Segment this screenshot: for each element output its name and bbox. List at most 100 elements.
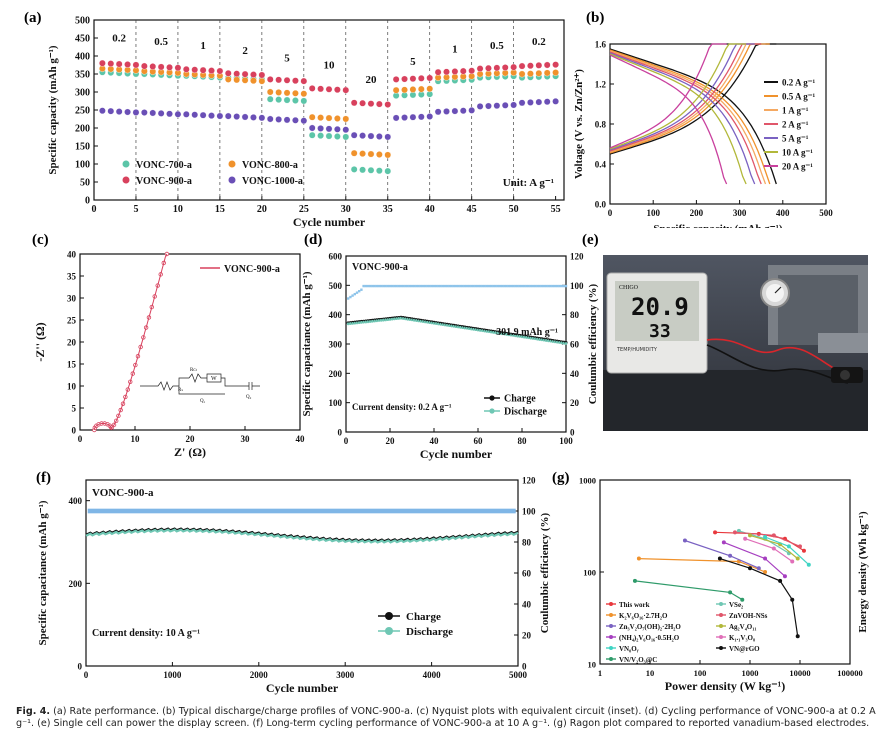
data-point-VONC-900-a: [224, 69, 232, 77]
data-point-VONC-800-a: [333, 115, 341, 122]
legend-label: 10 A g⁻¹: [782, 148, 813, 158]
efficiency-point: [538, 284, 541, 288]
single-cell-photo: CHIGO 20.9 33 TEMP/HUMIDITY: [603, 255, 868, 431]
y-tick-label: 10: [588, 660, 597, 670]
ragone-curve: [719, 558, 799, 637]
data-point-VONC-1000-a: [199, 111, 207, 119]
data-point-VONC-1000-a: [426, 113, 434, 120]
panel-g: (g) 1 10 100 1000 10000 100000 10 100 1000 Power …: [548, 466, 878, 702]
efficiency-point: [377, 284, 381, 288]
efficiency-point: [432, 284, 436, 288]
legend-label: ZnVOH-NSs: [729, 612, 768, 620]
y-tick-label: 80: [570, 310, 580, 320]
data-point-VONC-900-a: [375, 100, 383, 108]
efficiency-point: [351, 294, 354, 297]
data-point-VONC-1000-a: [342, 126, 350, 134]
data-point-VONC-900-a: [199, 66, 207, 74]
data-point-VONC-900-a: [476, 65, 484, 72]
y-tick-label: 30: [67, 294, 77, 304]
data-point-VONC-800-a: [552, 69, 560, 76]
data-point-VONC-1000-a: [527, 99, 534, 106]
efficiency-point: [404, 284, 407, 288]
efficiency-point: [395, 284, 398, 288]
efficiency-point: [397, 284, 400, 288]
data-point-VONC-800-a: [426, 85, 434, 93]
x-tick-label: 0: [78, 434, 83, 444]
y-tick-label: 0: [85, 196, 90, 207]
efficiency-point: [465, 284, 469, 288]
caption-text: (a) Rate performance. (b) Typical discha…: [16, 706, 876, 729]
data-point-VONC-800-a: [241, 76, 249, 84]
efficiency-point: [362, 284, 365, 288]
charge-curve: [609, 43, 766, 153]
rate-label: 1: [200, 40, 206, 52]
data-point-VONC-900-a: [409, 75, 417, 83]
efficiency-point: [547, 284, 550, 288]
y-tick-label: 60: [570, 340, 580, 350]
y-tick-label: 250: [75, 106, 90, 117]
charge-curve: [609, 43, 770, 154]
data-point-VONC-900-a: [401, 75, 408, 83]
y-tick-label: 100: [522, 507, 536, 517]
data-point-VONC-900-a: [308, 85, 316, 92]
data-point-VONC-1000-a: [476, 103, 484, 110]
y-tick-label: 100: [75, 160, 90, 171]
x-tick-label: 100: [646, 208, 660, 218]
axis-label: Coulumbic efficiency (%): [539, 512, 551, 633]
data-point-VONC-700-a: [308, 131, 316, 139]
legend-marker: [122, 160, 130, 168]
data-point-VONC-900-a: [266, 76, 274, 83]
charge-curve: [609, 43, 747, 150]
photo-label: TEMP/HUMIDITY: [616, 347, 658, 353]
data-point-VONC-800-a: [535, 69, 543, 77]
efficiency-point: [448, 284, 451, 288]
efficiency-point: [549, 284, 552, 288]
data-point-VONC-1000-a: [468, 106, 476, 114]
data-point-VONC-900-a: [543, 61, 551, 69]
legend-marker: [609, 657, 613, 661]
data-point-VONC-1000-a: [224, 112, 232, 120]
data-point-VONC-900-a: [434, 68, 442, 76]
data-point-VONC-700-a: [300, 97, 308, 105]
legend-marker: [719, 602, 723, 606]
x-axis-label: Z' (Ω): [174, 445, 206, 459]
charge-curve: [609, 43, 777, 155]
data-point-VONC-900-a: [157, 63, 165, 71]
y-tick-label: 60: [522, 569, 532, 579]
x-tick-label: 20: [257, 204, 267, 215]
y-tick-label: 5: [72, 404, 77, 414]
y-tick-label: 450: [75, 34, 90, 45]
data-point-VONC-1000-a: [233, 113, 241, 120]
data-point-K₁.₁V₃O₈: [743, 536, 748, 541]
data-point-VONC-800-a: [325, 114, 333, 122]
data-point-VONC-700-a: [266, 95, 274, 103]
ragone-curve: [638, 558, 766, 573]
y-tick-label: 10: [67, 382, 77, 392]
panel-label-f: (f): [36, 470, 51, 486]
data-point-VONC-900-a: [292, 77, 299, 85]
data-point-VONC-700-a: [384, 167, 392, 175]
efficiency-point: [369, 284, 372, 288]
x-axis-label: Cycle number: [266, 681, 339, 695]
x-tick-label: 0: [608, 208, 613, 218]
data-point-VONC-1000-a: [325, 125, 333, 133]
data-point-VONC-1000-a: [258, 114, 266, 122]
y-tick-label: 0: [78, 662, 83, 672]
circuit-label: W: [211, 376, 217, 382]
data-point-VONC-700-a: [333, 133, 341, 140]
data-point-VONC-900-a: [468, 67, 476, 75]
efficiency-point: [391, 284, 394, 288]
data-point-VONC-1000-a: [443, 108, 450, 115]
data-point-VONC-900-a: [510, 63, 518, 71]
y-tick-label: 1.2: [595, 80, 607, 90]
y-tick-label: 100: [329, 398, 343, 408]
x-tick-label: 100: [559, 436, 573, 446]
legend-label: Discharge: [504, 407, 547, 418]
data-point-VONC-900-a: [417, 74, 425, 82]
data-point-VONC-900-a: [140, 62, 148, 70]
efficiency-point: [503, 284, 506, 288]
plot-frame: [79, 253, 301, 431]
y-tick-label: 0: [522, 662, 527, 672]
data-point-VONC-700-a: [283, 96, 291, 104]
y-tick-label: 400: [69, 496, 83, 506]
